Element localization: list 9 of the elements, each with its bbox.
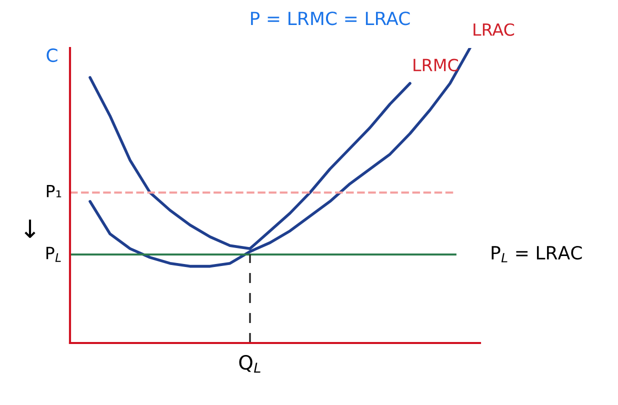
- ref-line-label: P₁: [46, 185, 62, 198]
- ref-line-label: P$_{L}$: [46, 246, 61, 262]
- text: ↓: [24, 220, 36, 238]
- series-label: LRAC: [474, 23, 514, 36]
- series-label: LRMC: [414, 58, 458, 72]
- text: P$_{L}$ = LRAC: [492, 246, 582, 262]
- chart-title: P = LRMC = LRAC: [251, 12, 410, 26]
- text: Q$_{L}$: [239, 354, 260, 373]
- y-axis-title: C: [46, 48, 58, 62]
